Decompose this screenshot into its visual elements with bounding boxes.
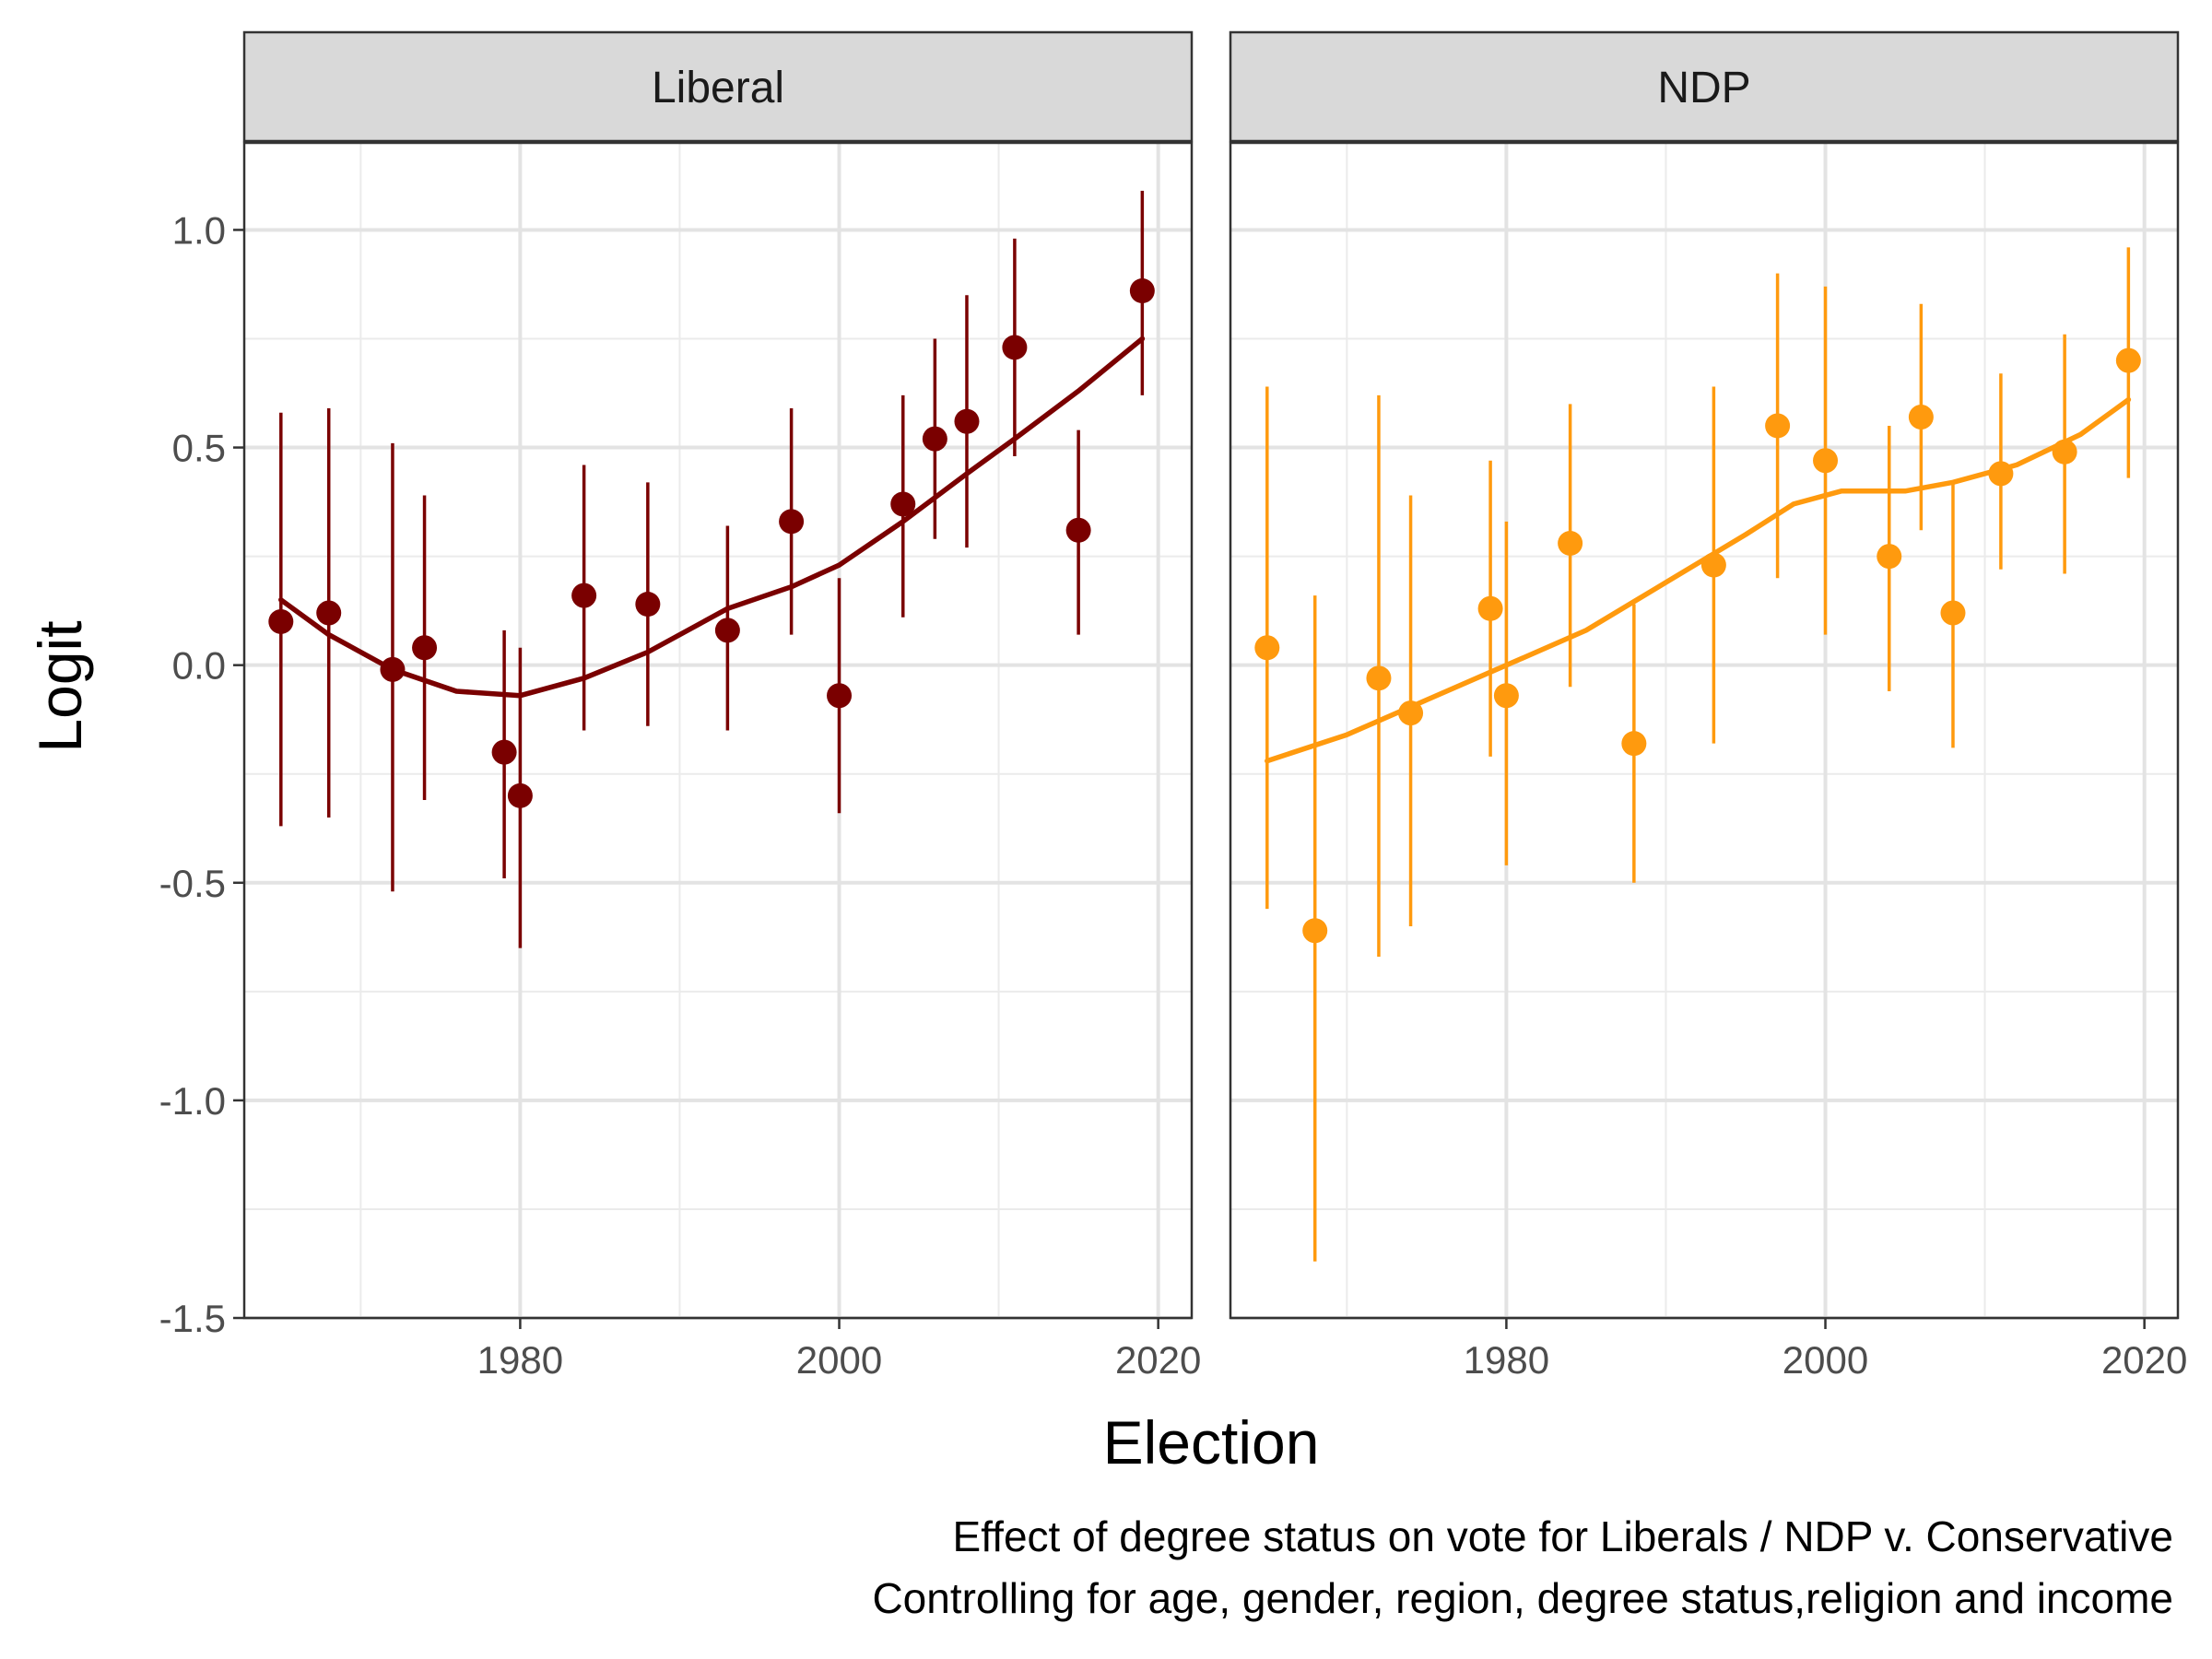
data-point [268, 608, 294, 634]
data-point [635, 592, 661, 618]
data-point [827, 683, 853, 709]
data-point [2052, 439, 2077, 465]
data-point [1129, 278, 1155, 304]
caption-line-1: Effect of degree status on vote for Libe… [953, 1512, 2173, 1560]
caption-line-2: Controlling for age, gender, region, deg… [872, 1574, 2173, 1622]
x-tick-label: 2020 [2101, 1338, 2187, 1382]
x-tick-label: 2020 [1115, 1338, 1201, 1382]
data-point [1700, 552, 1726, 578]
facet-panels: Liberal 1980 2000 2020 NDP 1980 2000 2020 [242, 30, 2187, 1382]
x-axis-ticks: 1980 2000 2020 [477, 1318, 1201, 1382]
data-point [1477, 595, 1503, 621]
y-tick-label: -1.0 [159, 1079, 226, 1123]
data-point [890, 491, 916, 517]
panel-ndp: NDP 1980 2000 2020 [1229, 30, 2187, 1382]
data-point [1988, 461, 2014, 487]
data-point [571, 582, 597, 608]
facet-strip-label: NDP [1657, 64, 1750, 112]
x-tick-label: 1980 [1464, 1338, 1549, 1382]
data-point [380, 656, 406, 682]
x-axis-ticks: 1980 2000 2020 [1464, 1318, 2187, 1382]
data-point [779, 509, 805, 535]
x-tick-label: 2000 [1783, 1338, 1868, 1382]
facet-strip [242, 30, 1194, 143]
data-point [1254, 635, 1280, 661]
x-tick-label: 1980 [477, 1338, 563, 1382]
data-points [1254, 347, 2141, 944]
x-axis-title: Election [1103, 1408, 1320, 1477]
data-point [2115, 347, 2141, 373]
data-point [491, 739, 517, 765]
data-point [1621, 731, 1647, 757]
data-points [268, 278, 1155, 808]
panel-liberal: Liberal 1980 2000 2020 [242, 30, 1201, 1382]
y-axis: -1.5 -1.0 -0.5 0.0 0.5 1.0 [159, 208, 244, 1340]
facet-strip-label: Liberal [652, 64, 784, 112]
data-point [1065, 517, 1091, 543]
data-point [1366, 665, 1392, 691]
y-tick-label: -1.5 [159, 1297, 226, 1340]
data-point [1398, 700, 1424, 726]
data-point [316, 600, 342, 626]
data-point [1002, 335, 1028, 360]
data-point [954, 408, 980, 434]
y-tick-label: 0.0 [172, 644, 226, 688]
data-point [1877, 544, 1902, 570]
data-point [1940, 600, 1966, 626]
data-point [1765, 413, 1791, 439]
data-point [714, 618, 740, 643]
data-point [1558, 530, 1583, 556]
data-point [412, 635, 438, 661]
data-point [922, 426, 947, 452]
x-tick-label: 2000 [796, 1338, 882, 1382]
data-point [1813, 448, 1839, 474]
smooth-trend-line [278, 335, 1146, 699]
panel-border [242, 141, 1194, 1320]
data-point [1493, 683, 1519, 709]
data-point [507, 782, 533, 808]
data-point [1908, 405, 1934, 429]
panel-border [1229, 141, 2180, 1320]
y-tick-label: 0.5 [172, 427, 226, 470]
y-tick-label: 1.0 [172, 208, 226, 252]
data-point [1302, 918, 1328, 944]
facet-strip [1229, 30, 2180, 143]
y-axis-title: Logit [26, 620, 94, 752]
y-tick-label: -0.5 [159, 862, 226, 905]
